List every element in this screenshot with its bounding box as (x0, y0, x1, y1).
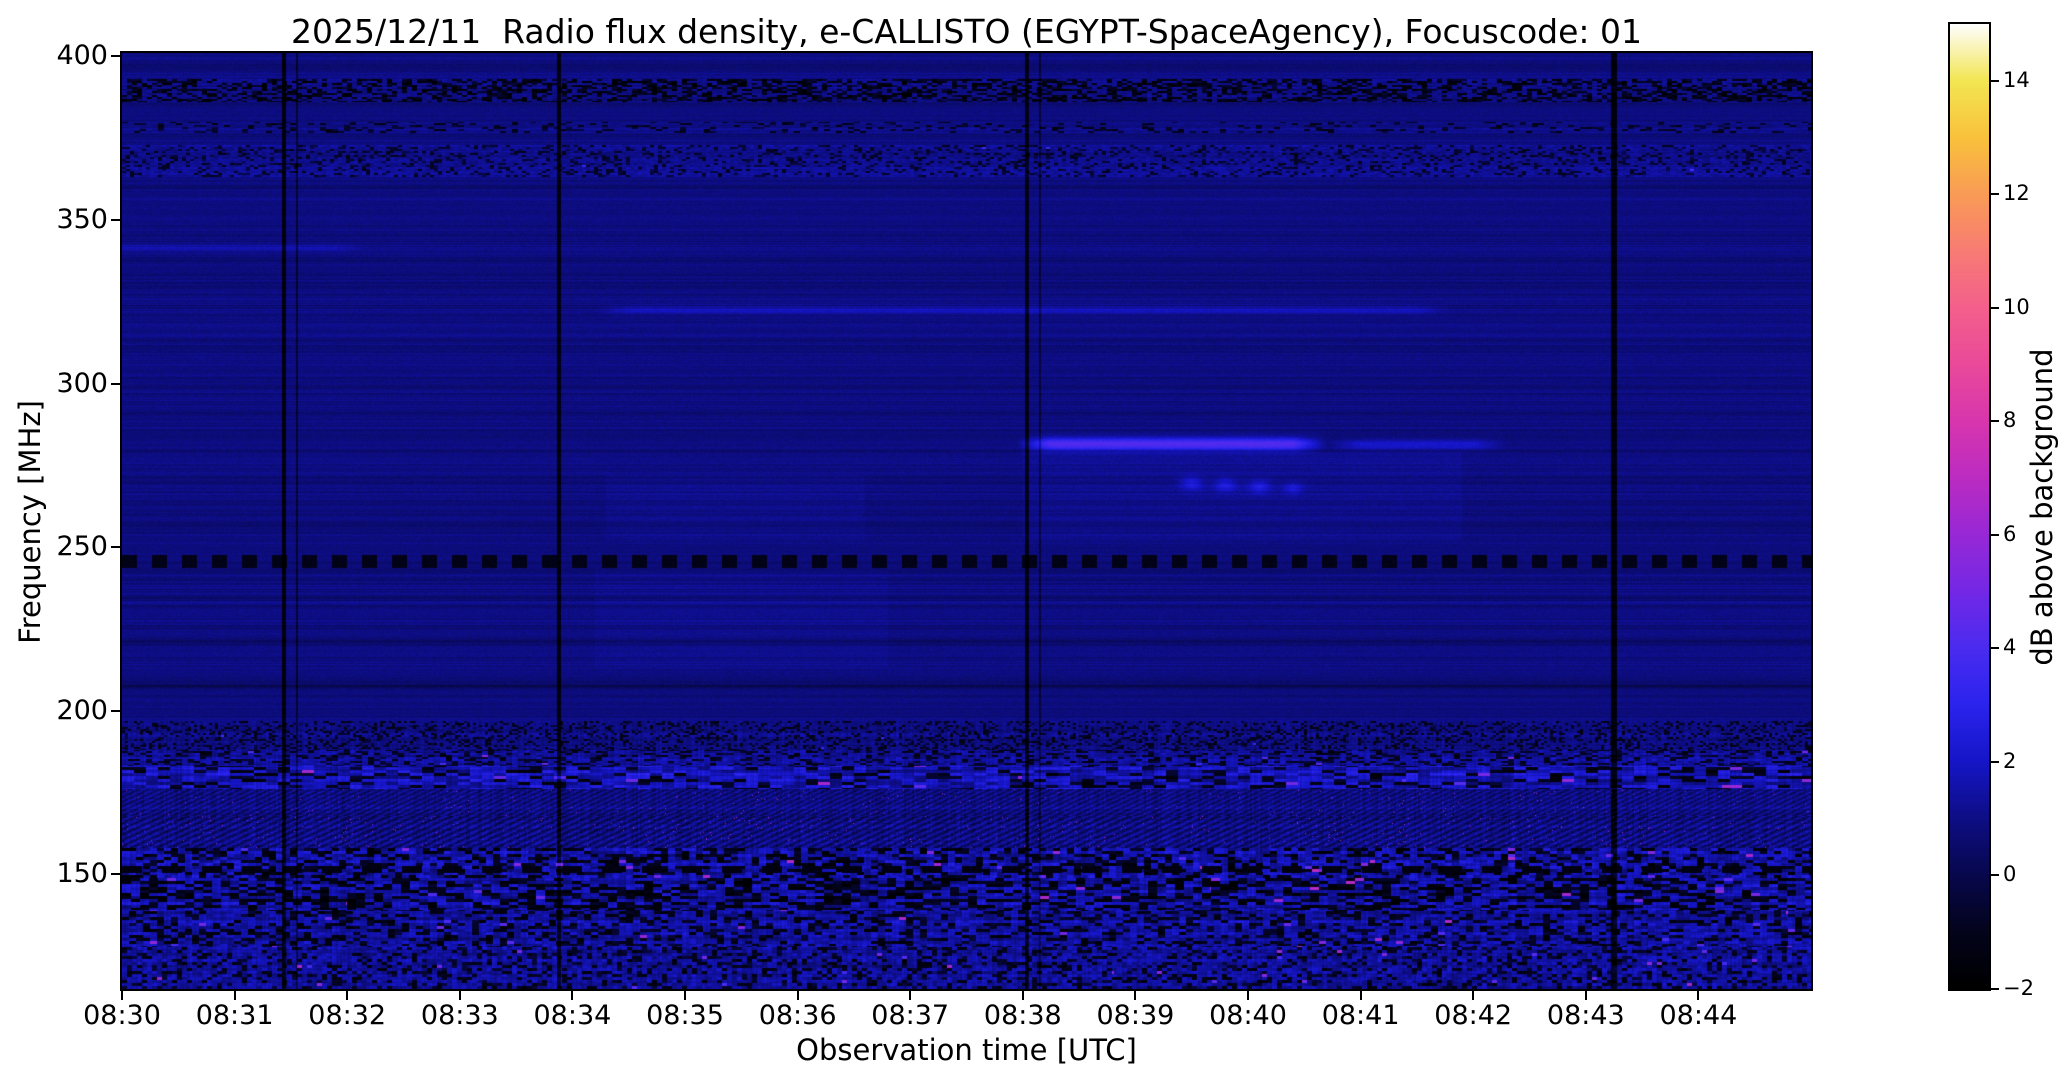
y-axis-label: Frequency [MHz] (13, 400, 47, 644)
x-axis-tick-label: 08:42 (1434, 1000, 1513, 1031)
colorbar-tick-label: 14 (2003, 67, 2030, 92)
colorbar-tick-label: 12 (2003, 181, 2030, 206)
x-axis-tick (346, 991, 349, 1000)
x-axis-tick-label: 08:36 (758, 1000, 837, 1031)
x-axis-label: Observation time [UTC] (796, 1033, 1137, 1067)
x-axis-tick-label: 08:34 (533, 1000, 612, 1031)
colorbar-tick-label: 4 (2003, 635, 2017, 660)
y-axis-tick (111, 218, 120, 221)
y-axis-tick-label: 350 (56, 203, 108, 235)
colorbar-tick (1991, 79, 1999, 82)
y-axis-tick (111, 546, 120, 549)
colorbar-tick (1991, 647, 1999, 650)
y-axis-tick (111, 873, 120, 876)
x-axis-tick (1697, 991, 1700, 1000)
colorbar-tick-label: 8 (2003, 408, 2017, 433)
x-axis-tick-label: 08:41 (1321, 1000, 1400, 1031)
y-axis-tick-label: 250 (56, 531, 108, 563)
x-axis-tick (1021, 991, 1024, 1000)
y-axis-tick-label: 150 (56, 858, 108, 890)
x-axis-tick (684, 991, 686, 1000)
x-axis-tick (1247, 991, 1249, 1000)
colorbar-tick (1991, 306, 1999, 309)
x-axis-tick-label: 08:43 (1546, 1000, 1625, 1031)
x-axis-tick (121, 991, 123, 1000)
colorbar-label: dB above background (2025, 348, 2059, 666)
colorbar-tick-label: 6 (2003, 521, 2017, 546)
colorbar-tick (1991, 193, 1999, 196)
colorbar-tick-label: 2 (2003, 748, 2017, 773)
y-axis-tick (111, 382, 120, 385)
x-axis-tick-label: 08:44 (1659, 1000, 1738, 1031)
x-axis-tick-label: 08:33 (420, 1000, 499, 1031)
colorbar-tick-label: 10 (2003, 294, 2030, 319)
colorbar-tick (1991, 420, 1999, 423)
x-axis-tick (571, 991, 574, 1000)
y-axis-tick (111, 55, 120, 58)
y-axis-tick-label: 300 (56, 367, 108, 399)
plot-frame (120, 51, 1813, 991)
colorbar-canvas (1950, 24, 1989, 989)
x-axis-tick (796, 991, 799, 1000)
y-axis-tick-label: 200 (56, 694, 108, 726)
x-axis-tick (1134, 991, 1137, 1000)
x-axis-tick (458, 991, 461, 1000)
x-axis-tick (909, 991, 912, 1000)
x-axis-tick-label: 08:37 (871, 1000, 950, 1031)
x-axis-tick-label: 08:31 (195, 1000, 274, 1031)
colorbar-tick-label: 0 (2003, 862, 2017, 887)
x-axis-tick (1472, 991, 1475, 1000)
x-axis-tick-label: 08:30 (83, 1000, 161, 1031)
x-axis-tick (1359, 991, 1362, 1000)
chart-title: 2025/12/11 Radio flux density, e-CALLIST… (290, 12, 1642, 51)
x-axis-tick (1584, 991, 1587, 1000)
colorbar-frame (1948, 22, 1991, 991)
x-axis-tick-label: 08:35 (646, 1000, 724, 1031)
x-axis-tick-label: 08:38 (983, 1000, 1062, 1031)
spectrogram-canvas (122, 53, 1811, 989)
colorbar-tick (1991, 760, 1999, 763)
y-axis-tick-label: 400 (56, 40, 108, 72)
colorbar-tick (1991, 874, 1999, 877)
x-axis-tick-label: 08:40 (1209, 1000, 1287, 1031)
x-axis-tick-label: 08:39 (1096, 1000, 1175, 1031)
x-axis-tick (233, 991, 236, 1000)
y-axis-tick (111, 709, 120, 712)
colorbar-tick-label: −2 (2003, 976, 2034, 1000)
colorbar-tick (1991, 988, 1999, 990)
colorbar-tick (1991, 533, 1999, 536)
x-axis-tick-label: 08:32 (308, 1000, 387, 1031)
